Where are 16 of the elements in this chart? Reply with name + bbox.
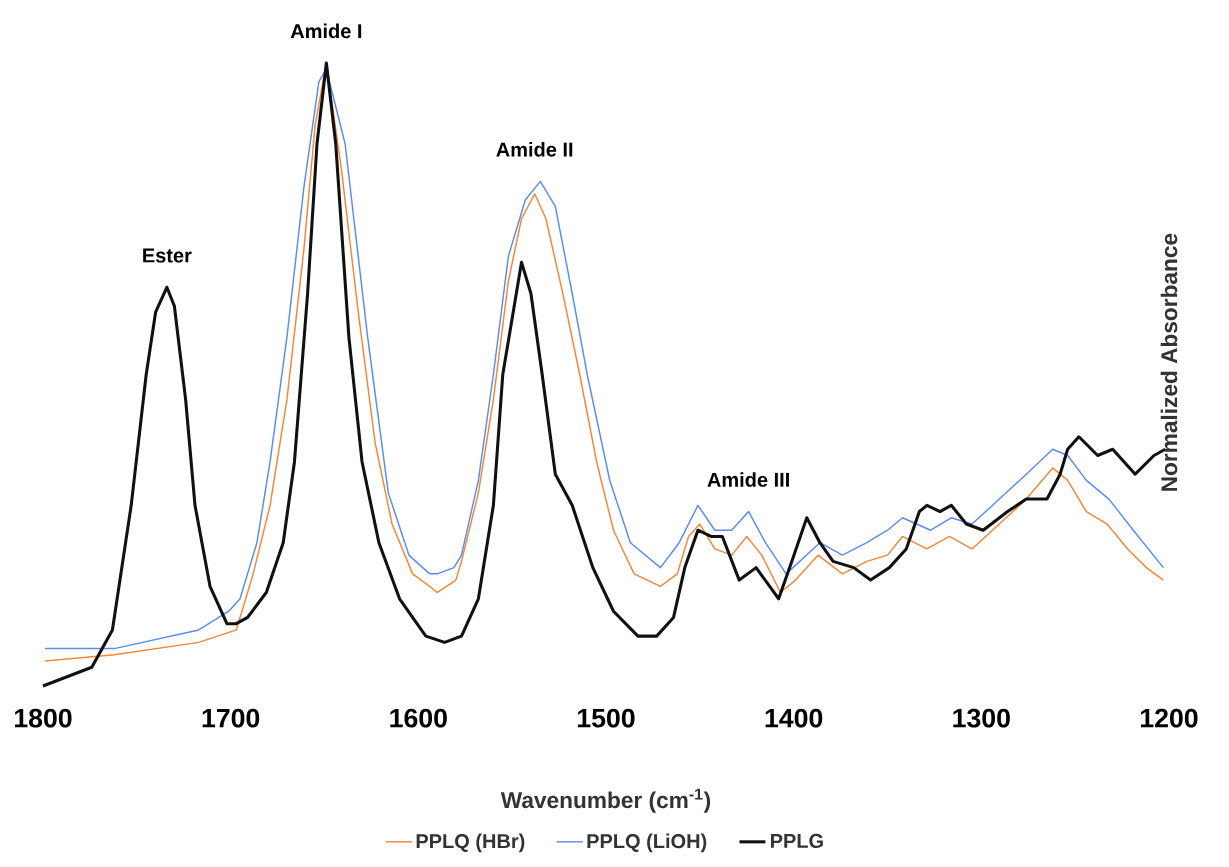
y-axis-title: Normalized Absorbance: [1160, 233, 1178, 491]
annotation: Amide I: [290, 23, 362, 39]
x-tick-label: 1600: [390, 708, 447, 728]
x-tick-label: 1500: [578, 708, 635, 728]
x-tick-label: 1700: [202, 708, 260, 728]
legend-label: PPLQ (LiOH): [587, 833, 707, 853]
legend-label: PPLQ (HBr): [416, 833, 525, 853]
x-tick-label: 1800: [15, 708, 72, 728]
legend-label: PPLG: [770, 833, 823, 848]
annotation: Amide II: [496, 141, 573, 157]
x-axis-title: Wavenumber (cm$^{-1}$): [500, 788, 711, 813]
x-tick-label: 1400: [765, 708, 823, 728]
annotation: Ester: [143, 248, 192, 263]
x-tick-label: 1300: [953, 708, 1010, 728]
x-tick-label: 1200: [1140, 708, 1198, 728]
annotation: Amide III: [707, 472, 789, 487]
